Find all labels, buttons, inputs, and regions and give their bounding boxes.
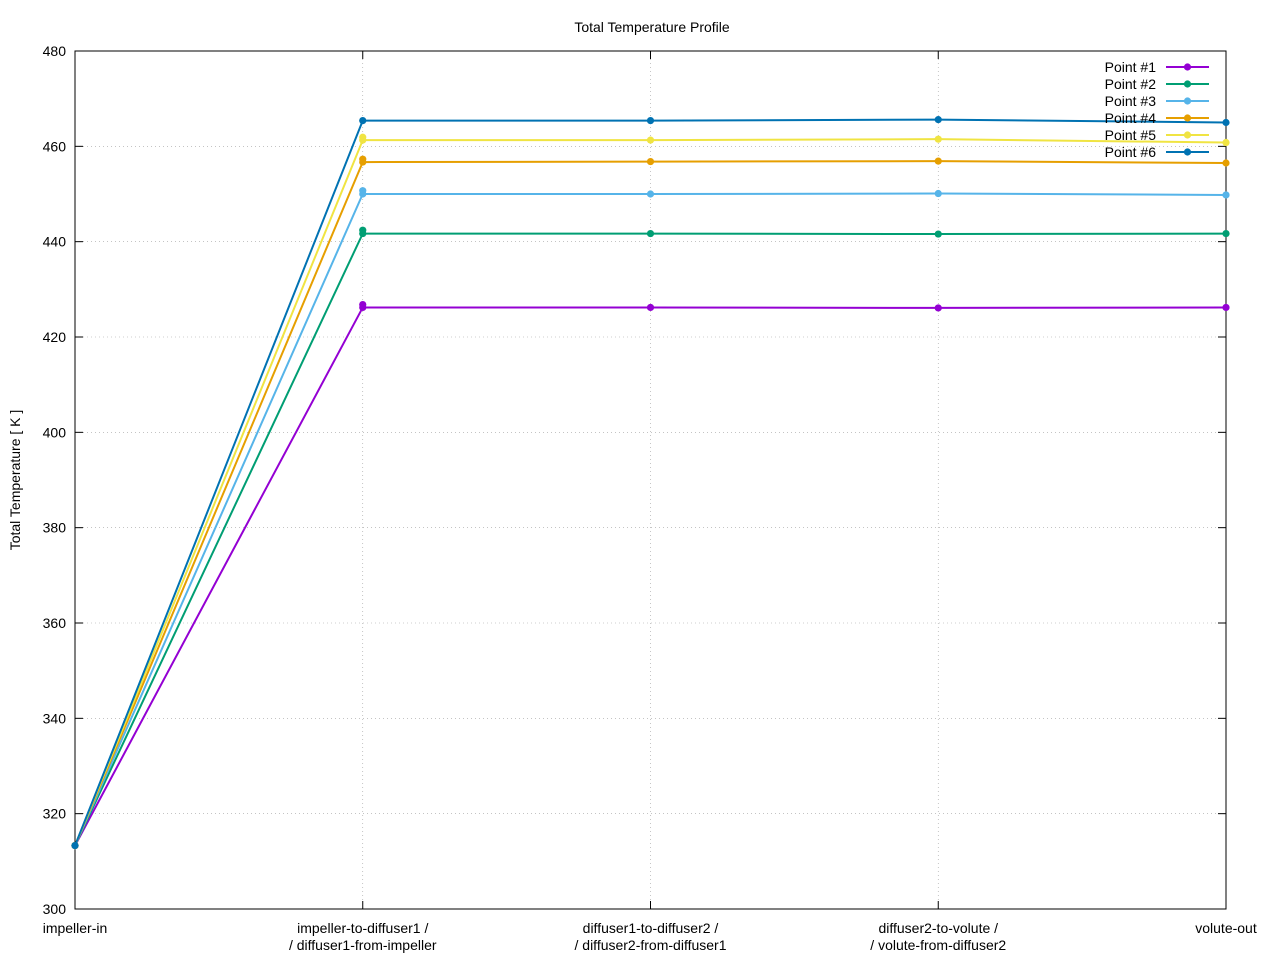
- legend-label-5: Point #5: [1105, 127, 1157, 143]
- series-point-1-3: [934, 304, 942, 312]
- x-tick-label-4: volute-out: [1195, 920, 1257, 936]
- series-point-6-2: [646, 116, 655, 125]
- x-tick-label-0: impeller-in: [43, 920, 108, 936]
- chart-title: Total Temperature Profile: [574, 19, 730, 35]
- x-tick-label-1: impeller-to-diffuser1 /: [297, 920, 428, 936]
- series-point-5-3: [934, 135, 942, 143]
- series-point-6-3: [934, 116, 942, 124]
- legend-label-1: Point #1: [1105, 59, 1157, 75]
- legend-label-6: Point #6: [1105, 144, 1157, 160]
- series-point-6-4: [1222, 118, 1230, 127]
- legend-marker-5: [1183, 131, 1192, 139]
- series-point-4-3: [934, 157, 942, 165]
- y-tick-label-1: 320: [43, 806, 67, 822]
- series-point-2-2: [646, 229, 655, 238]
- y-tick-label-6: 420: [43, 329, 67, 345]
- x-tick-label-1-line2: / diffuser1-from-impeller: [289, 937, 437, 953]
- series-point-2-4: [1222, 229, 1230, 238]
- series-line-6: [74, 118, 1227, 846]
- y-axis-label: Total Temperature [ K ]: [7, 410, 23, 551]
- series-point-1-4: [1222, 303, 1230, 312]
- grid-lines: [75, 51, 1226, 909]
- x-tick-label-2-line2: / diffuser2-from-diffuser1: [575, 937, 727, 953]
- y-tick-label-0: 300: [43, 901, 67, 917]
- legend-marker-2: [1183, 80, 1192, 88]
- legend-label-4: Point #4: [1105, 110, 1157, 126]
- y-tick-label-7: 440: [43, 234, 67, 250]
- series-point-4-2: [646, 157, 655, 166]
- series-point-6-1: [359, 116, 367, 125]
- y-tick-label-2: 340: [43, 710, 67, 726]
- series-point-3-2: [646, 190, 655, 198]
- legend-marker-6: [1183, 148, 1192, 156]
- legend-label-2: Point #2: [1105, 76, 1157, 92]
- legend-label-3: Point #3: [1105, 93, 1157, 109]
- y-axis-ticks: 300 320 340 360 380 400 420 440 460 480: [43, 43, 1226, 917]
- legend-marker-4: [1183, 114, 1192, 122]
- series-point-3-extra: [359, 187, 367, 195]
- series-group: [71, 116, 1230, 850]
- series-point-3-3: [934, 189, 942, 198]
- series-point-2-3: [934, 230, 942, 238]
- series-point-5-extra: [359, 133, 367, 141]
- x-tick-label-3: diffuser2-to-volute /: [878, 920, 998, 936]
- series-point-1-2: [646, 303, 655, 312]
- series-line-1: [74, 306, 1227, 847]
- legend-marker-1: [1183, 63, 1192, 71]
- y-tick-label-8: 460: [43, 138, 67, 154]
- series-point-3-4: [1222, 191, 1230, 199]
- series-6: [71, 116, 1230, 850]
- y-tick-label-5: 400: [43, 424, 67, 440]
- series-3: [71, 187, 1230, 850]
- series-point-6-0: [71, 842, 79, 850]
- x-tick-label-3-line2: / volute-from-diffuser2: [870, 937, 1006, 953]
- series-point-2-extra: [359, 226, 367, 234]
- series-point-4-extra: [359, 155, 367, 163]
- series-point-4-4: [1222, 159, 1230, 167]
- x-axis-ticks: impeller-in impeller-to-diffuser1 // diff…: [43, 51, 1257, 953]
- series-point-5-4: [1222, 138, 1230, 147]
- series-point-5-2: [646, 136, 655, 144]
- series-point-1-extra: [359, 300, 367, 309]
- y-tick-label-3: 360: [43, 615, 67, 631]
- y-tick-label-9: 480: [43, 43, 67, 59]
- y-tick-label-4: 380: [43, 520, 67, 536]
- legend-marker-3: [1183, 97, 1192, 105]
- x-tick-label-2: diffuser1-to-diffuser2 /: [583, 920, 719, 936]
